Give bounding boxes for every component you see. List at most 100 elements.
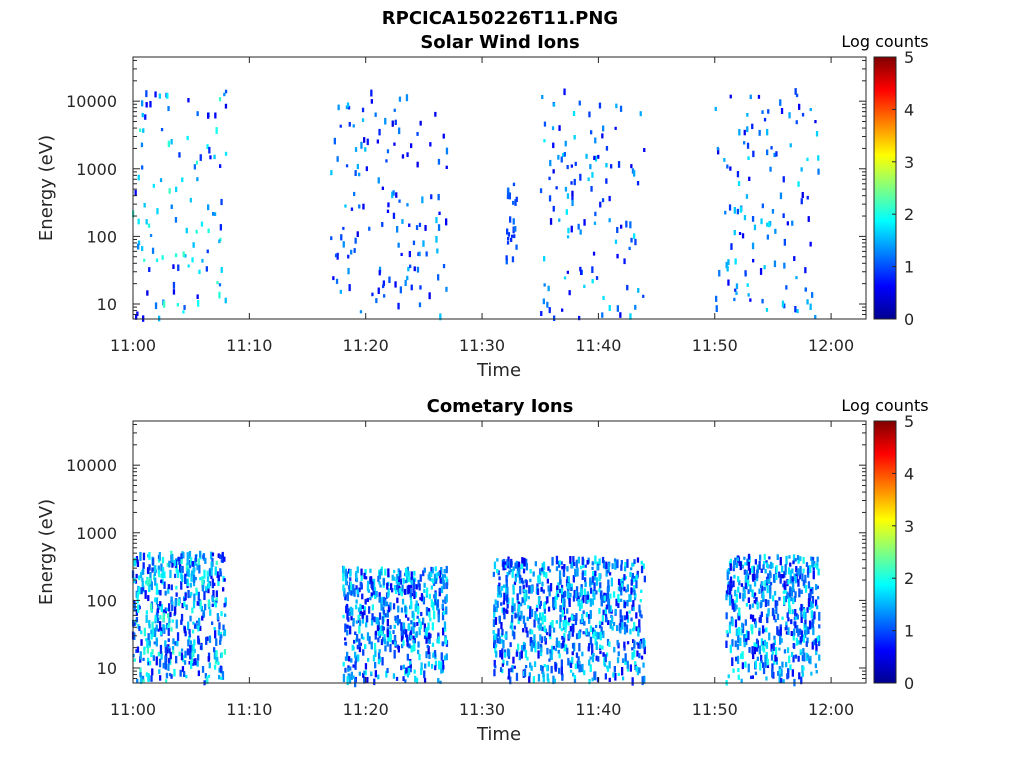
spectrogram-cell	[566, 590, 570, 600]
spectrogram-cell	[797, 628, 800, 637]
solar-wind-x-ticks: 11:00 11:10 11:20 11:30 11:40 11:50 12:00	[110, 57, 854, 355]
spectrogram-cell	[612, 622, 616, 626]
spectrogram-cell	[728, 621, 732, 626]
spectrogram-cell	[427, 608, 431, 612]
spectrogram-cell	[801, 112, 805, 117]
spectrogram-cell	[581, 651, 584, 657]
spectrogram-cell	[791, 609, 794, 615]
spectrogram-cell	[522, 580, 525, 585]
spectrogram-cell	[361, 118, 365, 122]
spectrogram-cell	[555, 186, 558, 190]
spectrogram-cell	[211, 578, 214, 585]
spectrogram-cell	[807, 581, 811, 589]
spectrogram-cell	[740, 678, 743, 684]
spectrogram-cell	[621, 676, 625, 681]
spectrogram-cell	[215, 600, 218, 604]
spectrogram-cell	[159, 631, 163, 636]
spectrogram-cell	[791, 576, 794, 582]
spectrogram-cell	[559, 589, 562, 593]
spectrogram-cell	[545, 632, 549, 636]
spectrogram-cell	[555, 620, 558, 624]
spectrogram-cell	[581, 614, 584, 623]
spectrogram-cell	[189, 594, 192, 598]
spectrogram-cell	[568, 598, 571, 607]
spectrogram-cell	[608, 661, 611, 669]
spectrogram-cell	[394, 119, 397, 125]
spectrogram-cell	[772, 642, 775, 651]
spectrogram-cell	[762, 591, 765, 600]
spectrogram-cell	[766, 617, 769, 624]
spectrogram-cell	[803, 652, 806, 662]
spectrogram-cell	[423, 677, 427, 683]
spectrogram-cell	[567, 657, 570, 666]
spectrogram-cell	[716, 146, 719, 151]
spectrogram-cell	[415, 225, 419, 230]
spectrogram-cell	[546, 647, 549, 655]
spectrogram-cell	[371, 613, 374, 621]
spectrogram-cell	[430, 663, 434, 669]
spectrogram-cell	[413, 638, 416, 644]
spectrogram-cell	[404, 579, 407, 584]
spectrogram-cell	[171, 602, 174, 612]
spectrogram-cell	[214, 657, 217, 665]
spectrogram-cell	[802, 568, 805, 574]
figure-title: RPCICA150226T11.PNG	[382, 8, 618, 29]
spectrogram-cell	[564, 615, 567, 622]
spectrogram-cell	[217, 661, 220, 665]
spectrogram-cell	[400, 591, 403, 597]
spectrogram-cell	[523, 599, 526, 606]
spectrogram-cell	[635, 626, 638, 632]
spectrogram-cell	[422, 617, 425, 625]
spectrogram-cell	[531, 629, 534, 635]
spectrogram-cell	[530, 608, 534, 618]
spectrogram-cell	[157, 565, 160, 570]
spectrogram-cell	[163, 300, 166, 308]
spectrogram-cell	[443, 621, 447, 629]
spectrogram-cell	[432, 601, 435, 611]
spectrogram-cell	[758, 630, 761, 636]
spectrogram-cell	[740, 627, 743, 636]
spectrogram-cell	[613, 666, 616, 673]
spectrogram-cell	[437, 632, 440, 641]
spectrogram-cell	[784, 564, 787, 572]
spectrogram-cell	[543, 636, 546, 642]
colorbar-tick-label: 4	[904, 464, 914, 483]
spectrogram-cell	[145, 672, 148, 677]
spectrogram-cell	[594, 555, 597, 565]
spectrogram-cell	[201, 577, 204, 586]
spectrogram-cell	[760, 660, 763, 664]
spectrogram-cell	[393, 576, 396, 581]
spectrogram-cell	[423, 582, 426, 588]
spectrogram-cell	[142, 679, 145, 684]
spectrogram-cell	[157, 628, 160, 632]
spectrogram-cell	[509, 625, 512, 629]
spectrogram-cell	[797, 558, 800, 564]
spectrogram-cell	[762, 564, 765, 570]
spectrogram-cell	[540, 645, 543, 653]
spectrogram-cell	[161, 578, 164, 585]
spectrogram-cell	[800, 589, 803, 594]
spectrogram-cell	[741, 662, 744, 670]
spectrogram-cell	[635, 665, 638, 672]
spectrogram-cell	[801, 672, 804, 677]
spectrogram-cell	[401, 598, 405, 605]
spectrogram-cell	[602, 652, 605, 657]
spectrogram-cell	[375, 298, 378, 304]
spectrogram-cell	[430, 194, 433, 200]
spectrogram-cell	[781, 661, 784, 668]
spectrogram-cell	[764, 569, 767, 574]
spectrogram-cell	[348, 568, 351, 574]
spectrogram-cell	[571, 190, 574, 197]
spectrogram-cell	[342, 673, 346, 683]
spectrogram-cell	[159, 590, 162, 596]
spectrogram-cell	[215, 597, 218, 601]
spectrogram-cell	[605, 163, 608, 168]
spectrogram-cell	[351, 585, 354, 594]
spectrogram-cell	[363, 137, 366, 143]
spectrogram-cell	[563, 276, 567, 280]
spectrogram-cell	[207, 599, 210, 607]
spectrogram-cell	[492, 619, 496, 628]
spectrogram-cell	[800, 167, 803, 172]
spectrogram-cell	[520, 602, 523, 607]
spectrogram-cell	[396, 584, 399, 591]
